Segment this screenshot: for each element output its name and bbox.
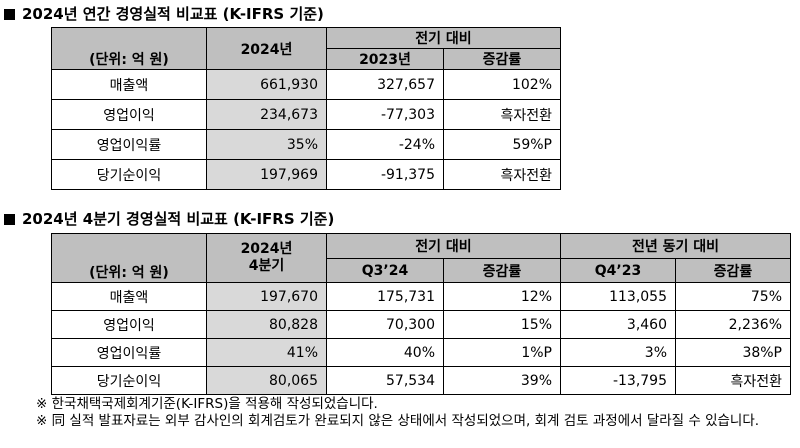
q3-value: 175,731 [326, 282, 444, 311]
qoq-header: 전기 대비 [326, 233, 561, 259]
quarterly-results-table: (단위: 억 원) 2024년 4분기 전기 대비 전년 동기 대비 Q3’24… [51, 233, 791, 395]
yoy-change-value: 2,236% [675, 310, 791, 339]
row-label: 영업이익률 [51, 129, 207, 160]
table-row: 당기순이익 197,969 -91,375 흑자전환 [51, 159, 561, 190]
qoq-change-value: 12% [443, 282, 561, 311]
q4-prev-value: 113,055 [560, 282, 676, 311]
qoq-period-header: Q3’24 [326, 258, 444, 283]
current-quarter-header-line2: 4분기 [248, 258, 285, 274]
change-value: 흑자전환 [443, 99, 561, 130]
q4-prev-value: -13,795 [560, 366, 676, 395]
yoy-change-value: 38%P [675, 338, 791, 367]
annual-title-text: 2024년 연간 경영실적 비교표 (K-IFRS 기준) [22, 5, 324, 23]
black-square-icon [4, 214, 15, 225]
q3-value: 57,534 [326, 366, 444, 395]
qoq-change-value: 15% [443, 310, 561, 339]
current-value: 234,673 [206, 99, 327, 130]
compare-header: 전기 대비 [326, 27, 561, 49]
unit-label: (단위: 억 원) [51, 27, 207, 70]
yoy-change-value: 75% [675, 282, 791, 311]
footnote-ifrs: ※ 한국채택국제회계기준(K-IFRS)을 적용해 작성되었습니다. [36, 396, 378, 412]
current-quarter-header: 2024년 4분기 [206, 233, 327, 283]
quarterly-section-title: 2024년 4분기 경영실적 비교표 (K-IFRS 기준) [4, 209, 334, 229]
row-label: 당기순이익 [51, 366, 207, 395]
qoq-change-header: 증감률 [443, 258, 561, 283]
annual-results-table: (단위: 억 원) 2024년 전기 대비 2023년 증감률 매출액 661,… [51, 27, 561, 190]
current-year-header: 2024년 [206, 27, 327, 70]
table-row: 당기순이익 80,065 57,534 39% -13,795 흑자전환 [51, 366, 791, 395]
change-value: 흑자전환 [443, 159, 561, 190]
annual-section-title: 2024년 연간 경영실적 비교표 (K-IFRS 기준) [4, 4, 324, 24]
q4-prev-value: 3% [560, 338, 676, 367]
current-value: 80,828 [206, 310, 327, 339]
yoy-change-value: 흑자전환 [675, 366, 791, 395]
current-value: 197,670 [206, 282, 327, 311]
quarterly-title-text: 2024년 4분기 경영실적 비교표 (K-IFRS 기준) [22, 210, 335, 228]
change-value: 59%P [443, 129, 561, 160]
unit-label: (단위: 억 원) [51, 233, 207, 283]
yoy-change-header: 증감률 [675, 258, 791, 283]
table-row: 영업이익 80,828 70,300 15% 3,460 2,236% [51, 310, 791, 339]
row-label: 영업이익률 [51, 338, 207, 367]
black-square-icon [4, 9, 15, 20]
q3-value: 70,300 [326, 310, 444, 339]
row-label: 매출액 [51, 282, 207, 311]
current-value: 197,969 [206, 159, 327, 190]
current-value: 661,930 [206, 69, 327, 100]
q3-value: 40% [326, 338, 444, 367]
current-value: 35% [206, 129, 327, 160]
q4-prev-value: 3,460 [560, 310, 676, 339]
prev-value: -24% [326, 129, 444, 160]
change-rate-header: 증감률 [443, 48, 561, 70]
qoq-change-value: 1%P [443, 338, 561, 367]
current-value: 80,065 [206, 366, 327, 395]
qoq-change-value: 39% [443, 366, 561, 395]
table-row: 매출액 661,930 327,657 102% [51, 69, 561, 100]
table-row: 영업이익률 41% 40% 1%P 3% 38%P [51, 338, 791, 367]
yoy-header: 전년 동기 대비 [560, 233, 791, 259]
yoy-period-header: Q4’23 [560, 258, 676, 283]
current-quarter-header-line1: 2024년 [240, 241, 293, 257]
row-label: 영업이익 [51, 99, 207, 130]
table-row: 매출액 197,670 175,731 12% 113,055 75% [51, 282, 791, 311]
row-label: 당기순이익 [51, 159, 207, 190]
prev-value: 327,657 [326, 69, 444, 100]
row-label: 영업이익 [51, 310, 207, 339]
current-value: 41% [206, 338, 327, 367]
prev-value: -77,303 [326, 99, 444, 130]
table-row: 영업이익률 35% -24% 59%P [51, 129, 561, 160]
table-row: 영업이익 234,673 -77,303 흑자전환 [51, 99, 561, 130]
footnote-audit: ※ 同 실적 발표자료는 외부 감사인의 회계검토가 완료되지 않은 상태에서 … [36, 413, 760, 429]
row-label: 매출액 [51, 69, 207, 100]
change-value: 102% [443, 69, 561, 100]
prev-year-header: 2023년 [326, 48, 444, 70]
prev-value: -91,375 [326, 159, 444, 190]
